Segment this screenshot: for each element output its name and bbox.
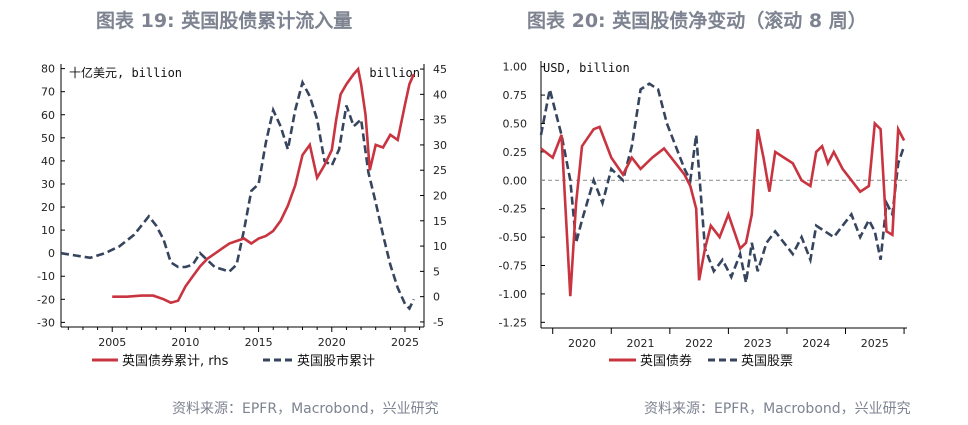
right-y-tick-label: 10 [433, 240, 447, 253]
x-tick-label: 2024 [802, 337, 830, 350]
right-y-tick-label: 30 [433, 139, 447, 152]
left-y-tick-label: -10 [37, 270, 55, 283]
y-tick-label: -1.00 [499, 288, 527, 301]
right-y-tick-label: 5 [433, 265, 440, 278]
right-y-tick-label: 0 [433, 291, 440, 304]
x-tick-label: 2015 [245, 336, 273, 349]
right-y-tick-label: 45 [433, 63, 447, 76]
x-tick-label: 2010 [171, 336, 199, 349]
left-y-tick-label: 60 [41, 109, 55, 122]
y-tick-label: 1.00 [503, 61, 528, 74]
right-unit-label: billion [369, 66, 420, 80]
y-tick-label: -0.75 [499, 260, 527, 273]
x-tick-label: 2023 [744, 337, 772, 350]
bond-cumulative-line [112, 66, 415, 305]
x-tick-label: 2005 [98, 336, 126, 349]
left-y-tick-label: 80 [41, 63, 55, 76]
equity-net-change-line [539, 82, 906, 283]
right-y-tick-label: 25 [433, 164, 447, 177]
left-y-tick-label: 0 [48, 247, 55, 260]
x-tick-label: 2022 [685, 337, 713, 350]
left-y-tick-label: 40 [41, 155, 55, 168]
left-y-tick-label: 10 [41, 224, 55, 237]
bond-net-change-line [540, 120, 906, 297]
right-y-tick-label: 15 [433, 215, 447, 228]
left-y-tick-label: 30 [41, 178, 55, 191]
left-y-tick-label: 20 [41, 201, 55, 214]
y-tick-label: 0.25 [503, 146, 528, 159]
left-chart-title: 图表 19: 英国股债累计流入量 [96, 10, 353, 32]
left-y-tick-label: -30 [37, 316, 55, 329]
y-tick-label: -1.25 [499, 316, 527, 329]
y-tick-label: 0.00 [503, 174, 528, 187]
y-tick-label: -0.50 [499, 231, 527, 244]
right-chart-title: 图表 20: 英国股债净变动（滚动 8 周） [527, 10, 867, 32]
legend-bond-label: 英国债券 [640, 353, 692, 369]
left-y-tick-label: 70 [41, 86, 55, 99]
legend-equity-label: 英国股市累计 [297, 353, 375, 369]
left-source-note: 资料来源：EPFR，Macrobond，兴业研究 [172, 401, 439, 417]
right-y-tick-label: 35 [433, 114, 447, 127]
x-tick-label: 2025 [861, 337, 889, 350]
legend-equity-label: 英国股票 [741, 354, 793, 369]
left-y-tick-label: -20 [37, 293, 55, 306]
right-source-note: 资料来源：EPFR，Macrobond，兴业研究 [644, 401, 911, 417]
x-tick-label: 2020 [568, 337, 596, 350]
x-tick-label: 2025 [391, 336, 419, 349]
equity-cumulative-line [60, 78, 415, 311]
y-tick-label: 0.75 [503, 89, 528, 102]
left-y-tick-label: 50 [41, 132, 55, 145]
right-y-tick-label: 40 [433, 88, 447, 101]
y-tick-label: -0.25 [499, 203, 527, 216]
right-y-tick-label: -5 [433, 316, 444, 329]
y-tick-label: 0.50 [503, 117, 528, 130]
x-tick-label: 2020 [318, 336, 346, 349]
left-unit-label: 十亿美元, billion [69, 65, 182, 80]
legend-bond-label: 英国债券累计, rhs [122, 353, 229, 369]
x-tick-label: 2021 [627, 337, 655, 350]
right-y-tick-label: 20 [433, 190, 447, 203]
unit-label: USD, billion [543, 61, 630, 75]
